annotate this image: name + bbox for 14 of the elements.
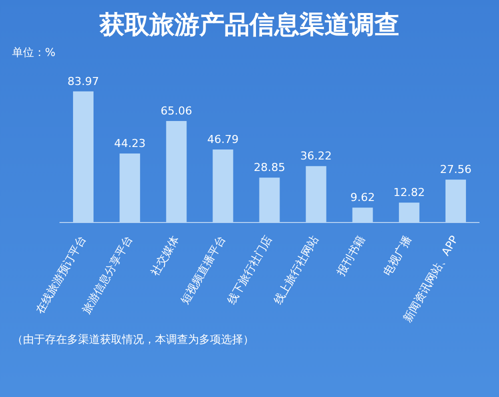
data-label: 83.97 [68,74,100,88]
data-label: 44.23 [114,136,146,150]
text: （由于存在多渠道获取情况，本调查为多项选择） [12,332,254,347]
chart-title: 获取旅游产品信息渠道调查 [98,9,400,41]
data-label: 9.62 [350,191,375,204]
text: 单位：% [12,45,56,60]
data-label: 12.82 [393,186,425,200]
data-label: 28.85 [254,160,286,174]
data-label: 27.56 [440,162,472,176]
data-label: 46.79 [207,132,239,146]
x-tick-label: 报刊书籍 [334,233,368,279]
x-tick-label: 电视广播 [380,233,414,278]
data-label: 36.22 [300,149,332,162]
data-label: 65.06 [160,104,192,118]
